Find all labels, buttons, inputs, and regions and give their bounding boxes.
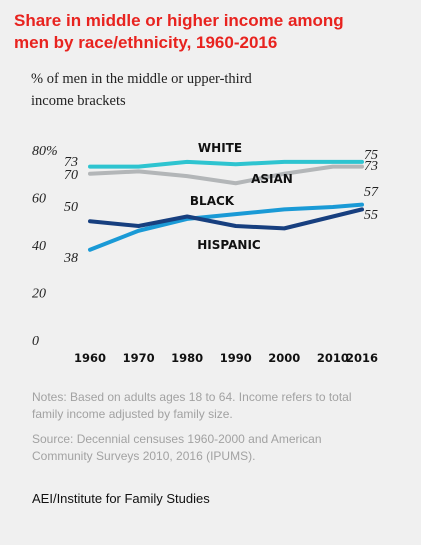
series-name-asian: ASIAN (251, 172, 293, 186)
end-value-black: 57 (364, 185, 379, 200)
series-line-white (88, 159, 364, 169)
chart-notes: Notes: Based on adults ages 18 to 64. In… (32, 389, 392, 423)
y-tick-label: 40 (32, 239, 46, 254)
notes-line-2: family income adjusted by family size. (32, 407, 233, 421)
source-line-1: Source: Decennial censuses 1960-2000 and… (32, 432, 322, 446)
end-value-hispanic: 55 (364, 208, 378, 223)
title-line-2: men by race/ethnicity, 1960-2016 (14, 33, 278, 52)
start-value-black: 38 (63, 251, 78, 266)
y-tick-label: 0 (32, 334, 39, 349)
start-value-hispanic: 50 (64, 200, 78, 215)
series-name-white: WHITE (198, 141, 242, 155)
y-tick-label: 80% (32, 144, 58, 159)
x-tick-label: 1990 (220, 351, 252, 365)
x-tick-label: 1970 (123, 351, 155, 365)
x-tick-label: 1960 (74, 351, 106, 365)
series-line-black (88, 202, 364, 252)
x-tick-label: 2016 (346, 351, 378, 365)
subtitle-line-2: income brackets (31, 93, 126, 109)
y-tick-label: 60 (32, 192, 46, 207)
y-tick-label: 20 (32, 287, 46, 302)
x-tick-label: 2010 (317, 351, 349, 365)
title-line-1: Share in middle or higher income among (14, 11, 344, 30)
chart-subtitle: % of men in the middle or upper-third in… (31, 68, 411, 112)
chart-source: Source: Decennial censuses 1960-2000 and… (32, 431, 392, 465)
x-tick-label: 2000 (268, 351, 300, 365)
subtitle-line-1: % of men in the middle or upper-third (31, 71, 252, 87)
end-value-asian: 73 (364, 159, 378, 174)
chart-credit: AEI/Institute for Family Studies (32, 491, 210, 506)
start-value-white: 73 (64, 155, 78, 170)
chart-title: Share in middle or higher income among m… (14, 10, 414, 54)
series-name-hispanic: HISPANIC (197, 238, 261, 252)
notes-line-1: Notes: Based on adults ages 18 to 64. In… (32, 390, 352, 404)
series-line-hispanic (88, 207, 364, 231)
source-line-2: Community Surveys 2010, 2016 (IPUMS). (32, 449, 256, 463)
series-name-black: BLACK (190, 194, 235, 208)
x-tick-label: 1980 (171, 351, 203, 365)
start-value-asian: 70 (64, 168, 78, 183)
series-line-asian (88, 164, 364, 186)
end-value-white: 75 (364, 148, 378, 163)
